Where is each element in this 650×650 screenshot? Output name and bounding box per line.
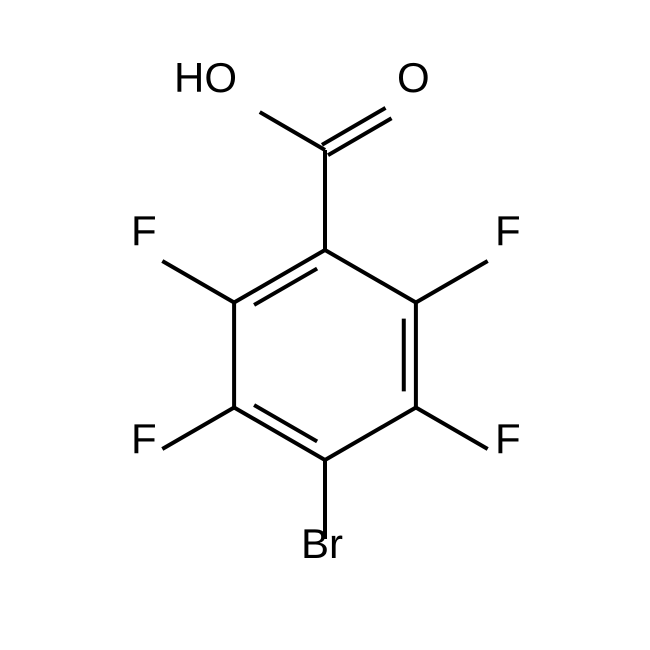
label-ho: HO [174, 54, 237, 102]
label-f-6: F [131, 207, 157, 255]
label-f-3: F [495, 415, 521, 463]
label-f-2: F [495, 207, 521, 255]
label-o-double: O [397, 54, 430, 102]
label-f-5: F [131, 415, 157, 463]
label-br: Br [301, 520, 343, 568]
molecule-diagram: HO O F F Br F F [0, 0, 650, 650]
